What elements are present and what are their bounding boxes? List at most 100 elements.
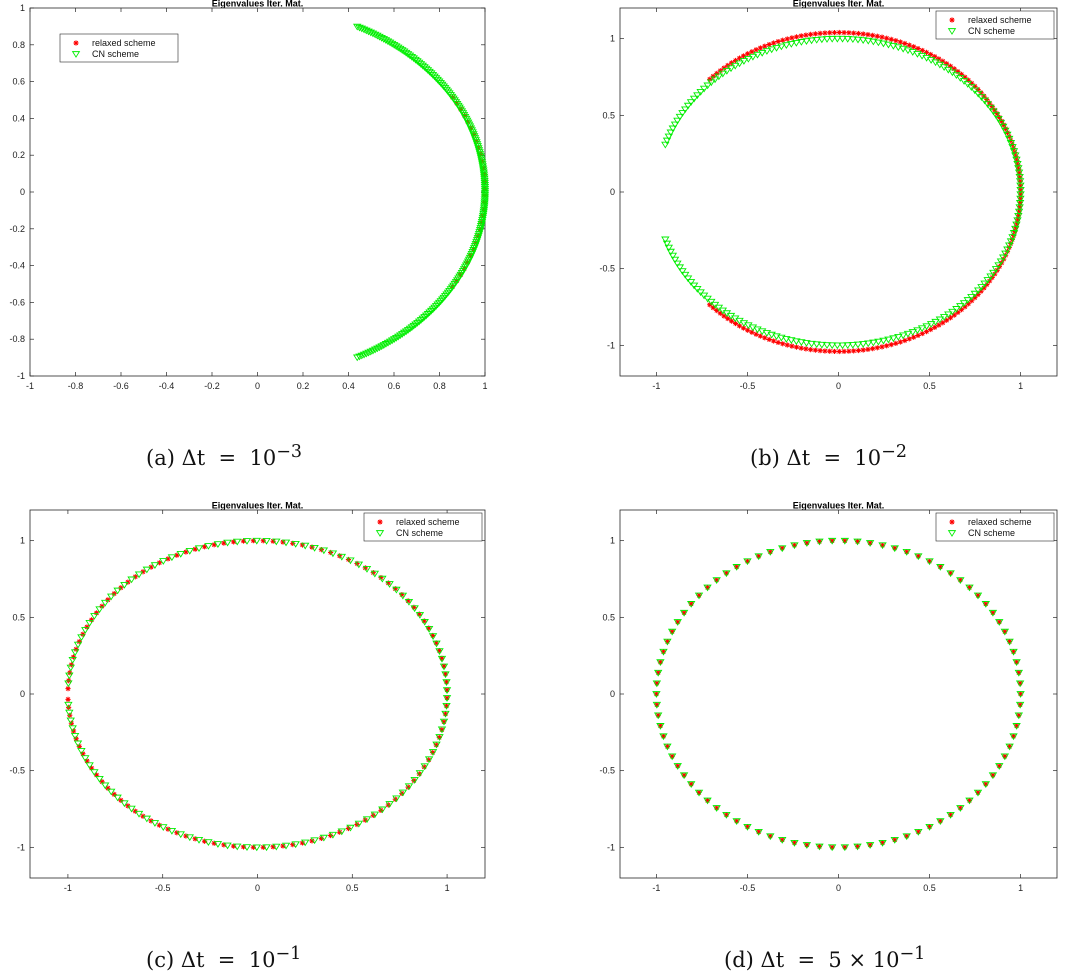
cn-point xyxy=(389,42,399,49)
cn-point xyxy=(853,36,863,44)
relaxed-point xyxy=(842,844,848,850)
cn-point xyxy=(864,340,873,348)
relaxed-point xyxy=(669,629,675,635)
relaxed-point xyxy=(660,733,667,739)
cn-point xyxy=(662,240,672,248)
chart-c: Eigenvalues Iter. Mat. -1 -0.5 0 0.5 1 -1 -0.5 0… xyxy=(9,501,486,893)
cn-point xyxy=(95,775,104,783)
cn-point xyxy=(869,38,878,46)
caption-label: (a) xyxy=(146,446,175,470)
cn-point xyxy=(869,339,878,347)
cn-point xyxy=(106,593,116,601)
cn-point xyxy=(435,648,444,655)
x-tick-label: 0.5 xyxy=(923,883,936,893)
cn-point xyxy=(778,836,787,844)
relaxed-point xyxy=(780,37,786,43)
cn-point xyxy=(70,733,80,740)
relaxed-point xyxy=(148,818,154,824)
relaxed-point xyxy=(957,577,963,583)
cn-point xyxy=(223,539,232,547)
relaxed-point xyxy=(675,619,681,625)
cn-point xyxy=(328,831,338,839)
cn-point xyxy=(185,547,195,555)
cn-point xyxy=(840,537,850,545)
relaxed-point xyxy=(948,812,954,818)
cn-point xyxy=(430,73,439,81)
cn-point xyxy=(1012,659,1021,667)
relaxed-point xyxy=(710,73,716,79)
cn-point xyxy=(1003,246,1012,254)
cn-point xyxy=(90,613,99,620)
cn-point xyxy=(435,734,444,741)
relaxed-point xyxy=(923,49,930,56)
relaxed-point xyxy=(654,680,660,686)
cn-point xyxy=(914,828,923,836)
cn-point xyxy=(176,831,185,839)
cn-point xyxy=(77,747,86,755)
cn-point xyxy=(142,815,152,823)
relaxed-point xyxy=(803,346,809,352)
y-tick-label: 0.2 xyxy=(12,150,25,160)
cn-point xyxy=(996,258,1006,266)
cn-point xyxy=(970,87,980,95)
cn-point xyxy=(926,57,936,64)
relaxed-point xyxy=(696,789,702,796)
cn-point xyxy=(822,342,832,349)
relaxed-point xyxy=(688,781,694,787)
relaxed-point xyxy=(779,545,785,551)
relaxed-point xyxy=(986,100,993,106)
relaxed-point xyxy=(1017,191,1024,197)
legend-label: relaxed scheme xyxy=(968,517,1032,527)
relaxed-point xyxy=(745,327,751,333)
relaxed-point xyxy=(1001,122,1007,128)
cn-point xyxy=(878,542,887,550)
cn-point xyxy=(973,789,983,797)
legend-label: CN scheme xyxy=(92,49,139,59)
relaxed-point xyxy=(827,30,833,36)
cn-point xyxy=(703,797,712,805)
relaxed-point xyxy=(290,842,296,848)
cn-point xyxy=(415,612,425,619)
relaxed-point xyxy=(444,687,450,693)
relaxed-point xyxy=(221,540,227,546)
cn-point xyxy=(420,314,429,321)
relaxed-point xyxy=(884,343,890,349)
cn-point xyxy=(415,770,425,778)
cn-point xyxy=(935,316,945,324)
cn-point xyxy=(980,280,989,288)
cn-point xyxy=(389,336,399,343)
legend-marker xyxy=(947,530,957,537)
cn-point xyxy=(970,290,980,298)
cn-point xyxy=(815,538,824,546)
cn-point xyxy=(833,342,842,350)
legend-marker xyxy=(73,40,79,46)
caption-exponent: −1 xyxy=(275,944,302,964)
cn-point xyxy=(653,712,663,720)
cn-point xyxy=(213,541,223,548)
cn-point xyxy=(242,844,252,852)
cn-point xyxy=(777,334,786,342)
cn-point xyxy=(991,266,1001,273)
cn-point xyxy=(405,52,415,60)
cn-point xyxy=(373,32,382,40)
relaxed-point xyxy=(854,538,861,545)
relaxed-point xyxy=(1016,712,1022,718)
relaxed-point xyxy=(906,42,912,48)
relaxed-point xyxy=(660,649,667,655)
cn-point xyxy=(1009,230,1019,237)
relaxed-point xyxy=(972,295,978,301)
cn-point xyxy=(281,842,291,850)
caption-label: (c) xyxy=(146,948,175,972)
cn-point xyxy=(858,341,868,348)
cn-point xyxy=(381,37,391,45)
relaxed-point xyxy=(998,118,1005,124)
cn-point xyxy=(689,282,699,290)
cn-point xyxy=(894,44,903,52)
cn-point xyxy=(853,538,862,546)
relaxed-point xyxy=(775,38,781,45)
relaxed-point xyxy=(202,838,208,844)
cn-point xyxy=(85,619,94,627)
cn-point xyxy=(409,322,418,330)
cn-point xyxy=(357,352,367,360)
